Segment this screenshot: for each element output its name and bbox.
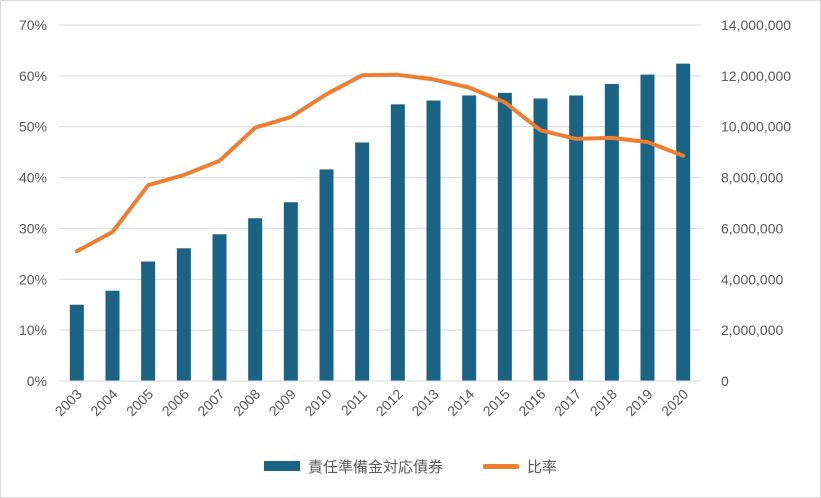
right-tick-label: 0	[721, 373, 729, 389]
x-tick-label: 2012	[373, 386, 406, 419]
x-tick-label: 2016	[515, 386, 548, 419]
bar	[390, 104, 405, 381]
bar	[426, 100, 441, 381]
bar-series	[69, 63, 691, 382]
right-tick-label: 10,000,000	[721, 119, 791, 135]
bar	[176, 248, 191, 381]
x-tick-label: 2017	[551, 386, 584, 419]
x-tick-label: 2014	[444, 386, 477, 419]
bar	[640, 74, 655, 381]
legend-label-line: 比率	[527, 458, 558, 476]
x-tick-label: 2018	[587, 386, 620, 419]
left-tick-label: 20%	[19, 271, 47, 287]
bar	[141, 261, 156, 381]
x-tick-label: 2020	[658, 386, 691, 419]
right-tick-label: 8,000,000	[721, 170, 783, 186]
x-tick-label: 2004	[87, 386, 120, 419]
left-tick-label: 40%	[19, 170, 47, 186]
right-tick-label: 4,000,000	[721, 271, 783, 287]
legend: 責任準備金対応債券 比率	[0, 452, 821, 480]
right-tick-label: 12,000,000	[721, 68, 791, 84]
right-axis-tick-labels: 0 2,000,000 4,000,000 6,000,000 8,000,000 10,…	[721, 17, 791, 389]
left-tick-label: 60%	[19, 68, 47, 84]
bar	[462, 95, 477, 382]
bar	[283, 202, 298, 381]
bar	[105, 290, 120, 381]
x-axis-tick-labels: 2003 2004 2005 2006 2007 2008 2009 2010 2011 2012…	[52, 386, 692, 419]
x-tick-label: 2013	[408, 386, 441, 419]
ratio-line	[74, 72, 686, 254]
x-tick-label: 2015	[480, 386, 513, 419]
left-tick-label: 30%	[19, 220, 47, 236]
x-tick-label: 2009	[266, 386, 299, 419]
x-tick-label: 2005	[123, 386, 156, 419]
x-tick-label: 2007	[194, 386, 227, 419]
legend-item-bars: 責任準備金対応債券	[263, 456, 443, 477]
line-series	[74, 72, 686, 254]
bar	[676, 63, 691, 381]
combo-chart: 0% 10% 20% 30% 40% 50% 60% 70% 0 2,000,000 4,000,…	[19, 17, 791, 419]
x-tick-label: 2010	[301, 386, 334, 419]
legend-item-line: 比率	[483, 456, 557, 477]
legend-swatch-bars	[263, 461, 300, 471]
x-tick-label: 2003	[52, 386, 85, 419]
bar	[604, 83, 619, 381]
left-tick-label: 70%	[19, 17, 47, 33]
x-tick-label: 2019	[622, 386, 655, 419]
left-tick-label: 10%	[19, 322, 47, 338]
left-axis-tick-labels: 0% 10% 20% 30% 40% 50% 60% 70%	[19, 17, 47, 389]
right-tick-label: 14,000,000	[721, 17, 791, 33]
gridlines	[59, 24, 701, 331]
bar	[355, 142, 370, 381]
left-tick-label: 50%	[19, 119, 47, 135]
x-tick-label: 2011	[338, 386, 371, 419]
right-tick-label: 2,000,000	[721, 322, 783, 338]
bar	[569, 95, 584, 382]
x-tick-label: 2008	[230, 386, 263, 419]
bar	[319, 169, 334, 381]
left-tick-label: 0%	[27, 373, 47, 389]
bar	[212, 234, 227, 381]
bar	[533, 98, 548, 381]
bar	[69, 304, 84, 381]
bar	[497, 92, 512, 381]
x-tick-label: 2006	[159, 386, 192, 419]
right-tick-label: 6,000,000	[721, 220, 783, 236]
legend-label-bars: 責任準備金対応債券	[307, 458, 443, 476]
bar	[248, 218, 263, 381]
legend-swatch-line	[483, 463, 519, 469]
